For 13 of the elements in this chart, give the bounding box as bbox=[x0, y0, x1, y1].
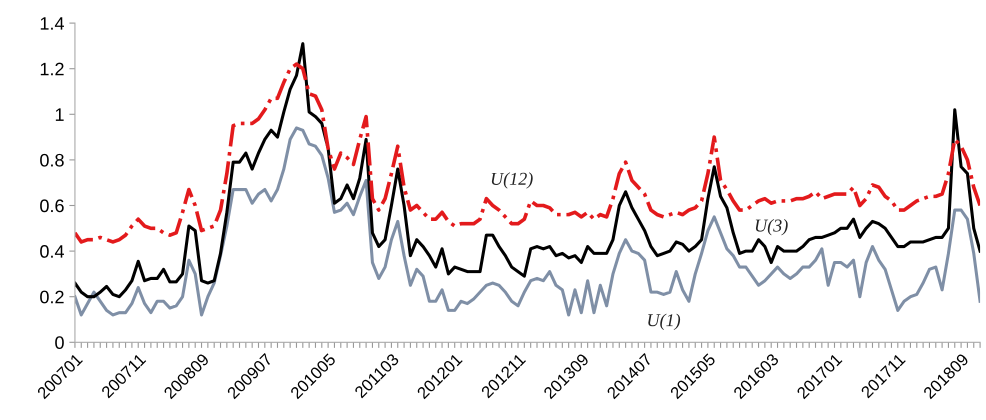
y-tick-label: 0.2 bbox=[40, 290, 64, 304]
y-tick-label: 1.4 bbox=[40, 17, 64, 30]
y-tick-label: 0.8 bbox=[40, 154, 64, 167]
line-series bbox=[74, 42, 980, 298]
line-series bbox=[74, 62, 980, 244]
series-label: U(3) bbox=[756, 218, 788, 236]
y-tick-label: 1.2 bbox=[40, 62, 64, 76]
y-tick-label: 0.6 bbox=[40, 199, 64, 212]
y-tick-label: 0 bbox=[55, 336, 64, 350]
y-tick-label: 1 bbox=[56, 108, 64, 121]
series-label: U(12) bbox=[492, 172, 533, 189]
series-label: U(1) bbox=[648, 314, 680, 330]
y-tick-label: 0.4 bbox=[40, 245, 64, 258]
